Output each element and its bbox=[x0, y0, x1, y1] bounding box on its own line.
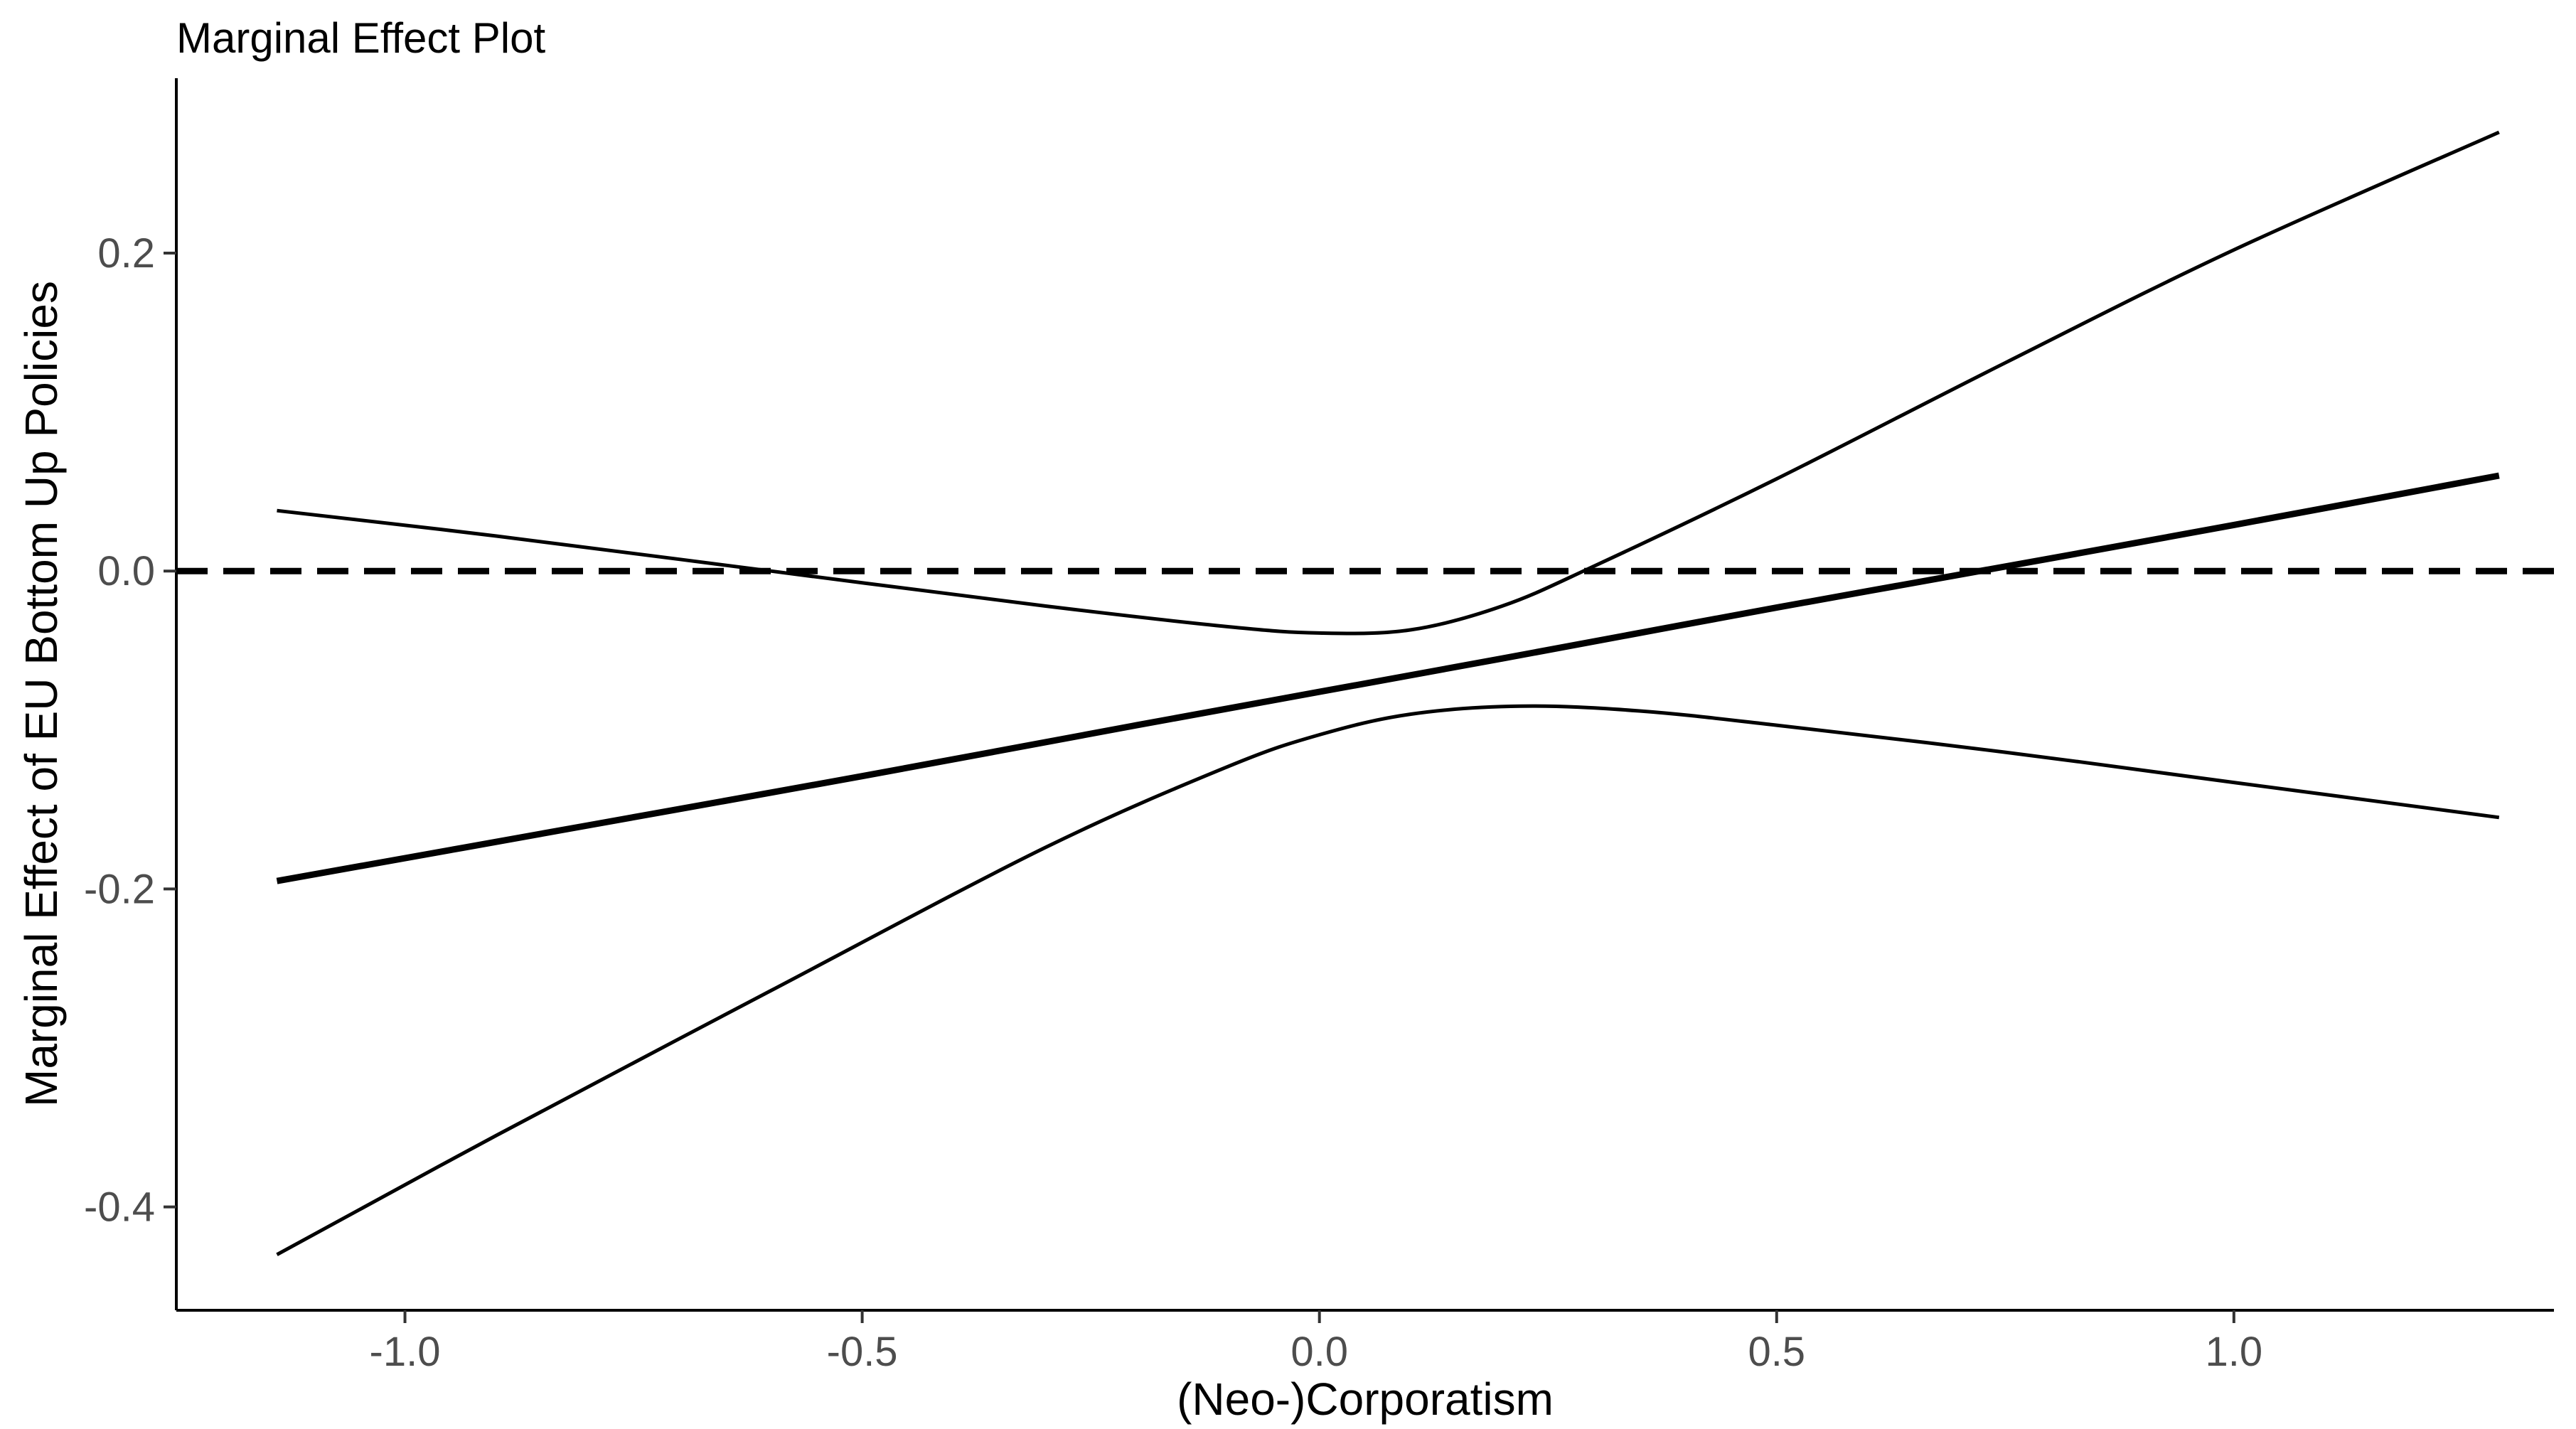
series-line-upper-bound bbox=[277, 130, 2500, 636]
x-tick-label: 0.5 bbox=[1748, 1329, 1805, 1375]
y-tick-label: -0.4 bbox=[84, 1184, 155, 1231]
series-line-lower-bound bbox=[276, 704, 2500, 1256]
y-axis-ticks: -0.4 -0.2 0.0 0.2 bbox=[84, 230, 176, 1231]
x-tick-label: -1.0 bbox=[370, 1329, 441, 1375]
x-axis-ticks: -1.0 -0.5 0.0 0.5 1.0 bbox=[370, 1310, 2263, 1375]
y-axis-title: Marginal Effect of EU Bottom Up Policies bbox=[16, 281, 67, 1107]
plot-title: Marginal Effect Plot bbox=[176, 14, 545, 62]
series-line-estimate bbox=[276, 472, 2500, 884]
x-tick-label: -0.5 bbox=[827, 1329, 898, 1375]
y-tick-label: 0.0 bbox=[97, 548, 155, 594]
y-tick-label: 0.2 bbox=[97, 230, 155, 277]
plot-area bbox=[176, 130, 2554, 1256]
x-axis-title: (Neo-)Corporatism bbox=[1177, 1374, 1554, 1425]
y-tick-label: -0.2 bbox=[84, 866, 155, 912]
x-tick-label: 1.0 bbox=[2206, 1329, 2263, 1375]
x-tick-label: 0.0 bbox=[1290, 1329, 1348, 1375]
